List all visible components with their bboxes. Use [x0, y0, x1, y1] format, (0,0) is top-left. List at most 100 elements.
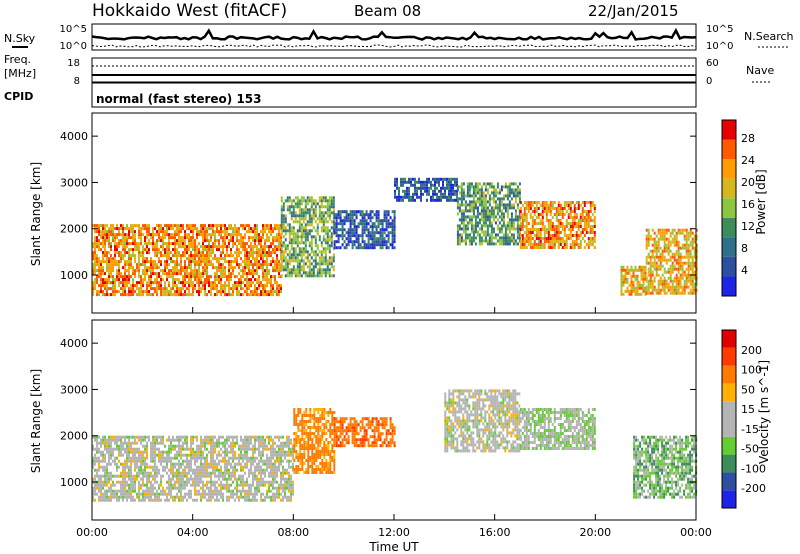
- power-cell: [280, 232, 283, 236]
- power-cell: [593, 240, 596, 243]
- power-cell: [375, 216, 378, 220]
- power-cell: [543, 204, 546, 207]
- power-cell: [642, 268, 645, 272]
- power-cell: [500, 185, 503, 189]
- power-cell: [474, 215, 477, 219]
- power-cell: [653, 243, 656, 247]
- power-cell: [130, 293, 132, 297]
- power-cell: [178, 290, 180, 294]
- power-cell: [246, 254, 248, 258]
- power-cell: [328, 199, 331, 203]
- power-cell: [202, 248, 204, 252]
- velocity-cell: [128, 450, 130, 454]
- power-region: [456, 182, 521, 246]
- power-cell: [320, 196, 323, 200]
- freq-tick-low: 8: [74, 76, 80, 87]
- power-cell: [250, 254, 252, 258]
- power-cell: [383, 240, 386, 244]
- velocity-cell: [152, 489, 154, 493]
- power-cell: [693, 252, 696, 256]
- power-cell: [474, 218, 477, 222]
- power-cell: [462, 182, 465, 186]
- power-cell: [508, 218, 511, 222]
- power-cell: [142, 284, 144, 288]
- power-cell: [462, 215, 465, 219]
- power-cell: [220, 290, 222, 294]
- power-cell: [474, 191, 477, 195]
- velocity-cell: [148, 495, 150, 499]
- power-cell: [304, 202, 307, 206]
- power-cell: [118, 278, 120, 282]
- velocity-cell: [164, 456, 166, 460]
- power-cell: [182, 281, 184, 285]
- power-cell: [282, 229, 285, 233]
- power-cell: [361, 219, 364, 223]
- power-cell: [510, 236, 513, 240]
- power-cell: [337, 210, 340, 214]
- power-cell: [647, 237, 650, 241]
- power-cell: [470, 221, 473, 225]
- power-cell: [114, 260, 116, 264]
- power-cell: [339, 246, 342, 250]
- power-cell: [278, 230, 280, 234]
- velocity-cell: [182, 447, 184, 451]
- power-cell: [677, 261, 680, 265]
- velocity-cell: [130, 495, 132, 499]
- power-cell: [262, 224, 264, 228]
- velocity-cell: [110, 474, 112, 478]
- power-cell: [508, 182, 511, 186]
- power-cell: [222, 239, 224, 243]
- velocity-cell: [168, 438, 170, 442]
- power-cell: [326, 259, 329, 263]
- velocity-cell: [156, 495, 158, 499]
- power-cell: [230, 293, 232, 297]
- power-cell: [204, 287, 206, 291]
- power-cell: [166, 251, 168, 255]
- power-cell: [306, 211, 309, 215]
- velocity-cell: [172, 498, 174, 502]
- power-cell: [128, 254, 130, 258]
- power-region: [280, 196, 335, 278]
- power-cell: [579, 225, 582, 228]
- velocity-cell: [128, 435, 130, 439]
- power-cell: [250, 290, 252, 294]
- velocity-cell: [138, 465, 140, 469]
- power-cell: [563, 234, 566, 237]
- power-cell: [98, 233, 100, 237]
- power-cell: [468, 194, 471, 198]
- power-cell: [138, 257, 140, 261]
- power-cell: [644, 277, 647, 281]
- noise-left-tick-low: 10^0: [60, 41, 87, 52]
- power-cell: [462, 191, 465, 195]
- velocity-cell: [182, 474, 184, 478]
- power-cell: [422, 180, 424, 184]
- power-cell: [671, 261, 674, 265]
- velocity-cell: [168, 459, 170, 463]
- velocity-cell: [144, 435, 146, 439]
- power-cell: [222, 242, 224, 246]
- power-cell: [120, 275, 122, 279]
- velocity-cell: [118, 480, 120, 484]
- power-cell: [667, 246, 670, 250]
- power-cell: [488, 233, 491, 237]
- power-cell: [160, 269, 162, 273]
- power-cell: [470, 206, 473, 210]
- power-cell: [353, 213, 356, 217]
- power-cell: [250, 263, 252, 267]
- power-cell: [527, 240, 530, 243]
- power-cell: [286, 268, 289, 272]
- power-cell: [645, 261, 648, 265]
- power-cell: [192, 257, 194, 261]
- power-cell: [194, 275, 196, 279]
- power-region: [519, 201, 596, 249]
- power-cell: [146, 251, 148, 255]
- power-cell: [667, 228, 670, 232]
- power-cell: [681, 261, 684, 265]
- power-cell: [196, 230, 198, 234]
- power-cell: [351, 210, 354, 214]
- power-cell: [478, 239, 481, 243]
- power-cell: [333, 222, 336, 226]
- power-cell: [142, 248, 144, 252]
- power-cell: [308, 259, 311, 263]
- power-cell: [254, 251, 256, 255]
